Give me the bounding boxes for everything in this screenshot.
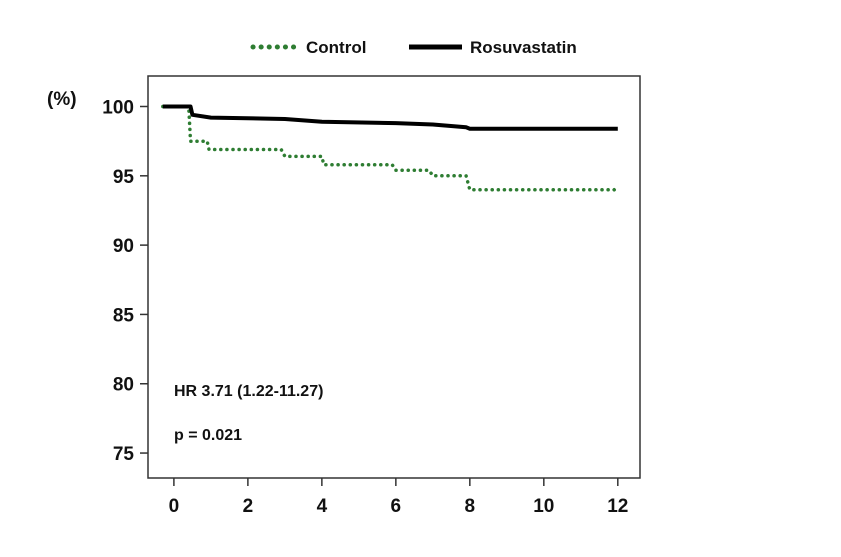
y-axis: 75 80 85 90 95 100 bbox=[102, 97, 148, 465]
legend-label-rosuvastatin: Rosuvastatin bbox=[470, 38, 577, 57]
y-tick-label: 90 bbox=[113, 236, 134, 257]
x-tick-label: 6 bbox=[391, 496, 402, 517]
p-value-annotation: p = 0.021 bbox=[174, 427, 242, 444]
y-tick-label: 80 bbox=[113, 375, 134, 396]
hazard-ratio-annotation: HR 3.71 (1.22-11.27) bbox=[174, 383, 323, 400]
series-layer bbox=[161, 104, 620, 196]
legend-label-control: Control bbox=[306, 38, 366, 57]
y-tick-label: 85 bbox=[113, 305, 135, 326]
x-tick-label: 12 bbox=[607, 496, 628, 517]
x-tick-label: 4 bbox=[317, 496, 328, 517]
x-tick-label: 2 bbox=[243, 496, 254, 517]
y-tick-label: 75 bbox=[113, 444, 135, 465]
y-tick-label: 95 bbox=[113, 167, 135, 188]
x-tick-label: 10 bbox=[533, 496, 554, 517]
y-tick-label: 100 bbox=[102, 97, 134, 118]
x-axis: 0 2 4 6 8 10 12 bbox=[169, 478, 628, 517]
plot-frame bbox=[147, 75, 641, 479]
series-line-rosuvastatin bbox=[162, 104, 618, 131]
x-tick-label: 8 bbox=[465, 496, 476, 517]
x-tick-label: 0 bbox=[169, 496, 180, 517]
y-axis-label-fragment: (%) bbox=[47, 89, 77, 110]
legend: Control Rosuvastatin bbox=[250, 38, 577, 57]
series-line-control bbox=[161, 104, 620, 196]
